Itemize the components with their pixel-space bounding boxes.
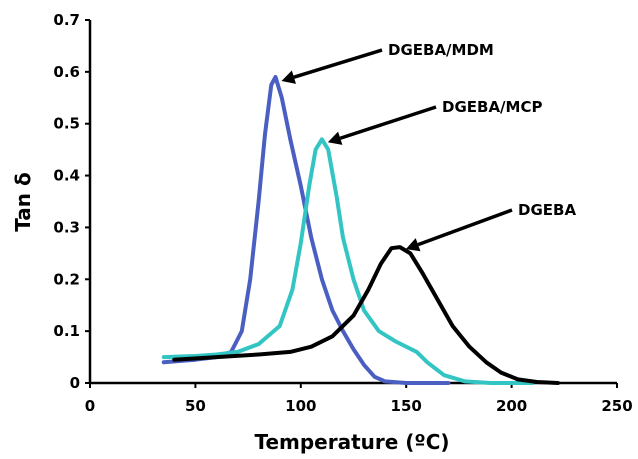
y-tick-label: 0 — [70, 374, 80, 392]
annotation-label: DGEBA/MDM — [388, 41, 494, 59]
y-tick-label: 0.7 — [53, 11, 80, 29]
y-tick-label: 0.5 — [53, 115, 80, 133]
y-tick-label: 0.4 — [53, 167, 80, 185]
ticks: 0 0.1 0.2 0.3 0.4 0.5 0.6 0.7 0 50 100 150 200 250 — [53, 11, 632, 415]
annotation-arrowhead — [327, 131, 343, 145]
y-tick-label: 0.2 — [53, 270, 80, 288]
annotation-arrow — [339, 105, 437, 140]
annotation-arrow — [293, 48, 383, 79]
series — [161, 75, 560, 385]
series-line-dgeba-mdm — [161, 75, 451, 385]
x-tick-label: 150 — [391, 397, 422, 415]
x-tick-label: 50 — [185, 397, 206, 415]
annotation-arrowhead — [281, 70, 296, 84]
series-line-dgeba — [172, 245, 560, 385]
y-tick-label: 0.6 — [53, 63, 80, 81]
annotations: DGEBA/MDM DGEBA/MCP DGEBA — [281, 41, 576, 252]
annotation-label: DGEBA/MCP — [442, 98, 542, 116]
y-tick-label: 0.1 — [53, 322, 80, 340]
series-line-dgeba-mcp — [161, 137, 535, 385]
x-tick-label: 250 — [601, 397, 632, 415]
annotation-arrow — [417, 208, 513, 247]
x-tick-label: 200 — [496, 397, 527, 415]
x-axis-title: Temperature (ºC) — [254, 430, 449, 454]
y-tick-label: 0.3 — [53, 218, 80, 236]
annotation-arrowhead — [405, 238, 421, 252]
y-axis-title: Tan δ — [11, 172, 35, 232]
x-tick-label: 100 — [285, 397, 316, 415]
x-tick-label: 0 — [85, 397, 95, 415]
annotation-label: DGEBA — [518, 201, 576, 219]
